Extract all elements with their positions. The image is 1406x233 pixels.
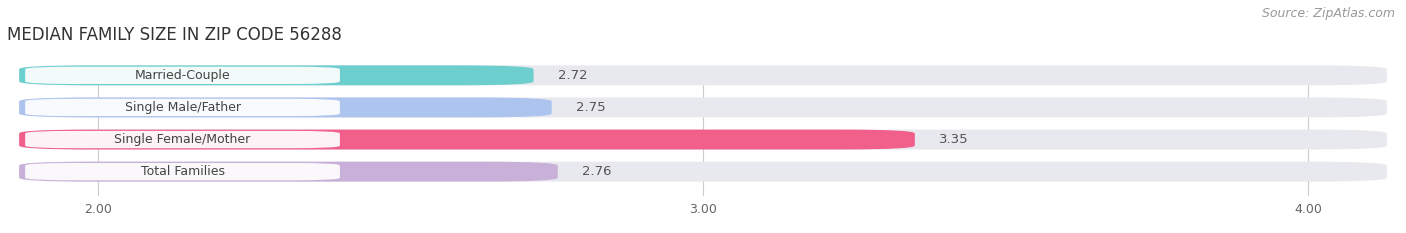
- Text: Single Female/Mother: Single Female/Mother: [114, 133, 250, 146]
- FancyBboxPatch shape: [20, 162, 1386, 182]
- Text: Total Families: Total Families: [141, 165, 225, 178]
- Text: MEDIAN FAMILY SIZE IN ZIP CODE 56288: MEDIAN FAMILY SIZE IN ZIP CODE 56288: [7, 26, 342, 44]
- Text: Source: ZipAtlas.com: Source: ZipAtlas.com: [1261, 7, 1395, 20]
- FancyBboxPatch shape: [20, 162, 558, 182]
- Text: 2.72: 2.72: [558, 69, 588, 82]
- Text: Single Male/Father: Single Male/Father: [125, 101, 240, 114]
- Text: 2.76: 2.76: [582, 165, 612, 178]
- FancyBboxPatch shape: [25, 131, 340, 148]
- FancyBboxPatch shape: [25, 99, 340, 116]
- Text: Married-Couple: Married-Couple: [135, 69, 231, 82]
- FancyBboxPatch shape: [20, 130, 915, 150]
- FancyBboxPatch shape: [20, 130, 1386, 150]
- Text: 2.75: 2.75: [576, 101, 606, 114]
- FancyBboxPatch shape: [20, 97, 1386, 117]
- FancyBboxPatch shape: [20, 65, 533, 85]
- FancyBboxPatch shape: [20, 65, 1386, 85]
- Text: 3.35: 3.35: [939, 133, 969, 146]
- FancyBboxPatch shape: [25, 67, 340, 84]
- FancyBboxPatch shape: [20, 97, 551, 117]
- FancyBboxPatch shape: [25, 163, 340, 180]
